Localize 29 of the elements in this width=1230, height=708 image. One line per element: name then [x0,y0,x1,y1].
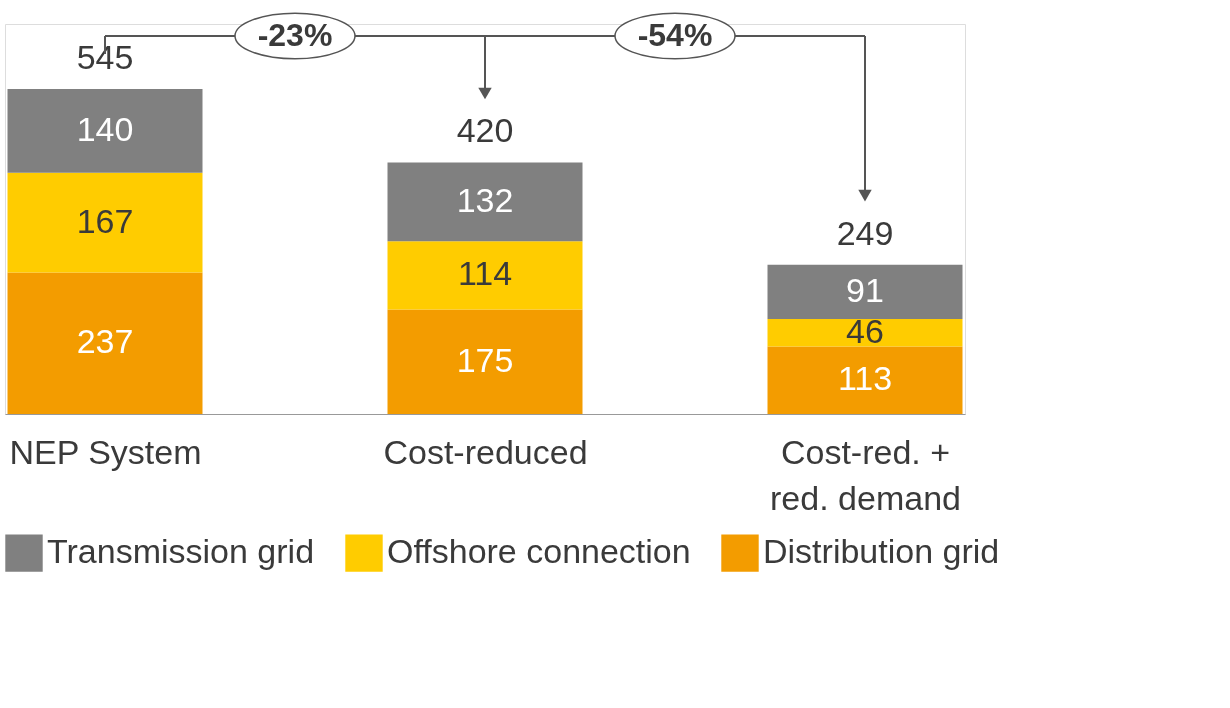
legend-label: Distribution grid [763,532,1000,571]
text: -54% [637,17,713,53]
x-tick-label: Cost-red. + red. demand [770,432,961,517]
data-label: 140 [76,109,134,148]
bar [7,272,203,414]
bar [387,241,583,310]
data-label: 175 [456,340,514,379]
bar [387,309,583,414]
data-label: 113 [837,359,893,398]
total-label: 249 [836,213,894,252]
total-label: 420 [456,111,514,150]
legend-label: Transmission grid [47,532,315,571]
data-label: 114 [457,254,513,293]
bar [7,172,203,273]
legend-label: Offshore connection [387,532,691,571]
data-label: 132 [456,180,514,219]
data-label: 167 [76,201,134,240]
data-label: 237 [76,322,134,361]
bar [767,319,963,347]
bar [7,89,203,173]
bar [767,264,963,320]
text: -23% [257,17,333,53]
x-tick-label: NEP System [9,432,202,471]
bar [767,346,963,414]
data-label: 91 [846,270,884,309]
total-label: 545 [76,38,134,76]
x-tick-label: Cost-reduced [383,432,588,471]
data-label: 46 [846,311,884,350]
bar [387,162,583,242]
